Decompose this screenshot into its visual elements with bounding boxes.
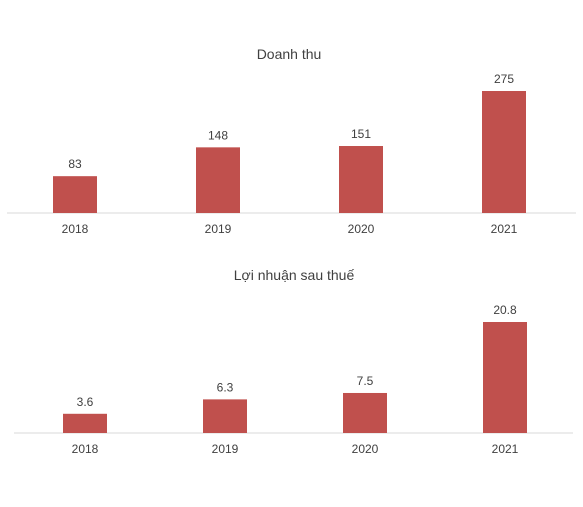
profit-x-tick-2018: 2018 (72, 442, 99, 456)
revenue-bar-2019 (196, 147, 240, 213)
revenue-bar-2021 (482, 91, 526, 213)
revenue-x-tick-2019: 2019 (205, 222, 232, 236)
revenue-x-tick-2018: 2018 (62, 222, 89, 236)
revenue-data-label-2020: 151 (351, 127, 371, 141)
profit-data-label-2020: 7.5 (357, 374, 374, 388)
revenue-data-label-2019: 148 (208, 128, 228, 142)
profit-x-tick-2020: 2020 (352, 442, 379, 456)
revenue-chart-title: Doanh thu (257, 46, 322, 62)
revenue-chart: Doanh thu 83 2018 148 2019 151 2020 275 2021 (7, 46, 576, 236)
profit-chart: Lợi nhuận sau thuế 3.6 2018 6.3 2019 7.5 2020… (14, 267, 573, 456)
profit-data-label-2019: 6.3 (217, 380, 234, 394)
revenue-data-label-2021: 275 (494, 72, 514, 86)
revenue-data-label-2018: 83 (68, 157, 82, 171)
profit-data-label-2021: 20.8 (493, 303, 517, 317)
revenue-bar-2020 (339, 146, 383, 213)
revenue-x-tick-2021: 2021 (491, 222, 518, 236)
profit-x-tick-2021: 2021 (492, 442, 519, 456)
profit-bar-2019 (203, 399, 247, 433)
revenue-bar-2018 (53, 176, 97, 213)
profit-x-tick-2019: 2019 (212, 442, 239, 456)
profit-bar-2018 (63, 413, 107, 433)
profit-bar-2020 (343, 392, 387, 433)
profit-chart-title: Lợi nhuận sau thuế (234, 267, 355, 283)
revenue-x-tick-2020: 2020 (348, 222, 375, 236)
profit-data-label-2018: 3.6 (77, 395, 94, 409)
profit-bar-2021 (483, 322, 527, 433)
